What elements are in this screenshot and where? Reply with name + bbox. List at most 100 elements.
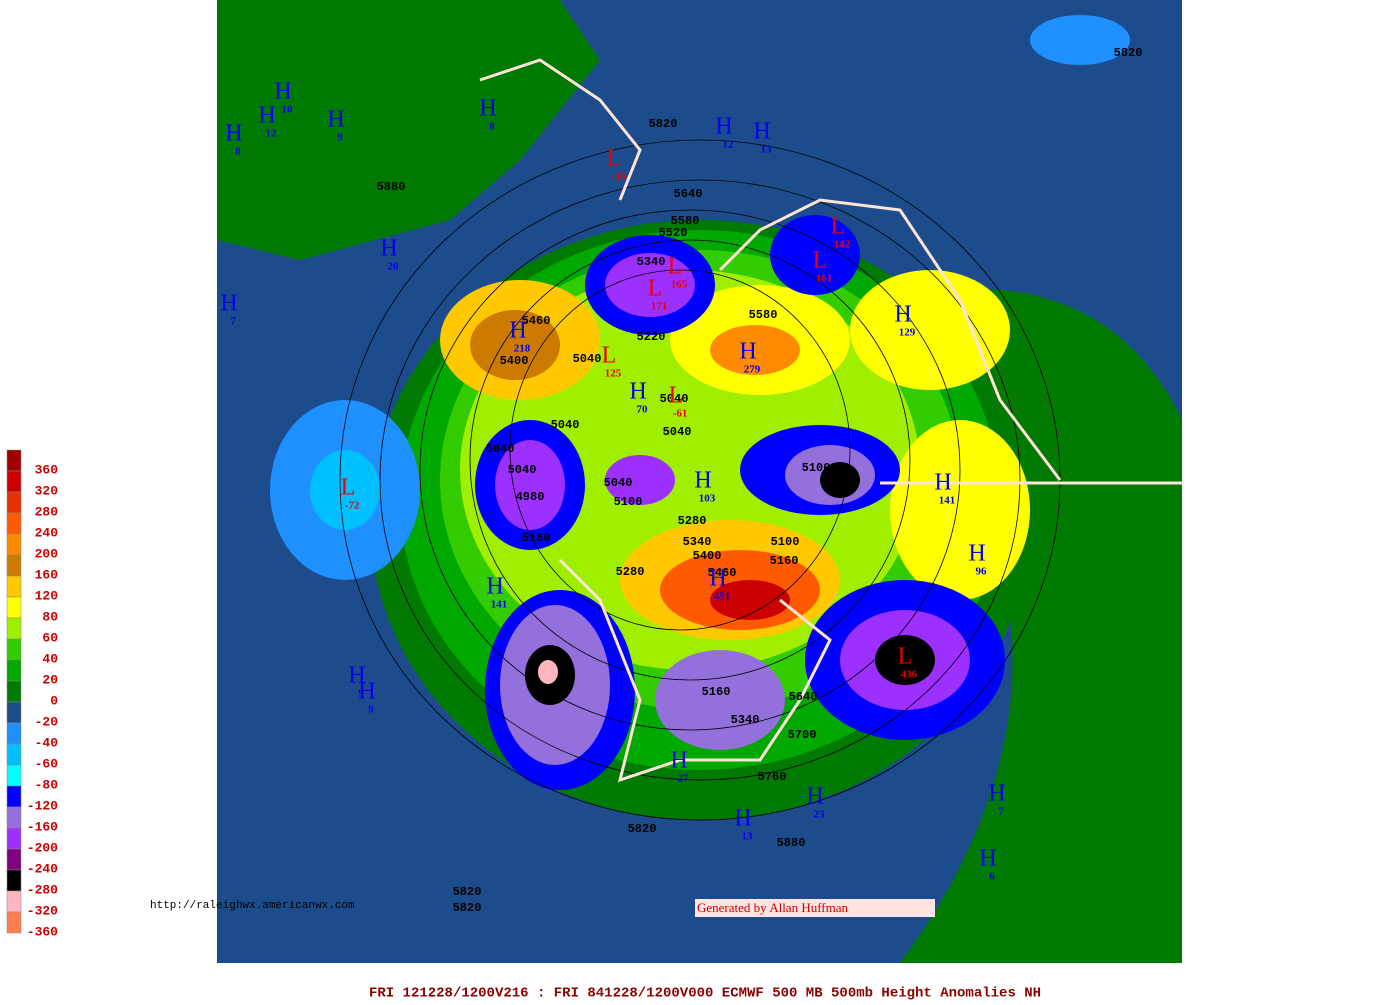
- contour-label: 5040: [663, 425, 692, 439]
- contour-label: 5160: [770, 554, 799, 568]
- legend-label: 160: [35, 567, 59, 582]
- contour-label: 5640: [674, 187, 703, 201]
- contour-label: 5340: [731, 713, 760, 727]
- anomaly-value: 9: [358, 688, 364, 700]
- legend-label: -320: [27, 903, 58, 918]
- contour-label: 5640: [789, 690, 818, 704]
- contour-label: 5880: [377, 180, 406, 194]
- anomaly-value: 10: [282, 104, 294, 116]
- pressure-center: L: [831, 214, 846, 240]
- legend-swatch: [6, 638, 22, 661]
- contour-label: 5040: [660, 392, 689, 406]
- anomaly-value: 6: [989, 871, 995, 883]
- contour-label: 5820: [1114, 46, 1143, 60]
- legend-swatch: [6, 848, 22, 871]
- contour-label: 5040: [573, 352, 602, 366]
- pressure-center: H: [894, 302, 911, 328]
- legend-swatch: [6, 680, 22, 703]
- legend-label: -40: [35, 735, 59, 750]
- legend-label: 120: [35, 588, 59, 603]
- contour-label: 5040: [486, 442, 515, 456]
- legend-swatch: [6, 659, 22, 682]
- pressure-center: H: [806, 784, 823, 810]
- contour-label: 5400: [500, 354, 529, 368]
- legend-swatch: [6, 470, 22, 493]
- anomaly-value: 451: [714, 591, 731, 603]
- legend-label: 40: [42, 651, 58, 666]
- legend-swatch: [6, 596, 22, 619]
- legend-label: -240: [27, 861, 58, 876]
- anomaly-value: 70: [637, 404, 649, 416]
- pressure-center: H: [629, 379, 646, 405]
- pressure-center: L: [602, 343, 617, 369]
- anomaly-value: 161: [816, 273, 833, 285]
- contour-label: 5820: [453, 901, 482, 915]
- pressure-center: L: [648, 276, 663, 302]
- anomaly-value: 23: [814, 809, 826, 821]
- anomaly-value: 7: [998, 806, 1004, 818]
- credit-box: [695, 899, 935, 917]
- pressure-center: H: [220, 291, 237, 317]
- anomaly-value: 142: [834, 239, 851, 251]
- anomaly-value: 171: [651, 301, 668, 313]
- pressure-center: H: [934, 470, 951, 496]
- contour-label: 5460: [708, 566, 737, 580]
- contour-label: 5820: [649, 117, 678, 131]
- legend-label: -120: [27, 798, 58, 813]
- anomaly-value: 12: [266, 128, 278, 140]
- contour-label: 5100: [802, 461, 831, 475]
- anomaly-value: 279: [744, 364, 761, 376]
- pressure-center: H: [274, 79, 291, 105]
- anomaly-value: 8: [489, 121, 495, 133]
- legend-swatch: [6, 785, 22, 808]
- legend-label: -80: [35, 777, 59, 792]
- contour-label: 5580: [749, 308, 778, 322]
- legend-label: 240: [35, 525, 59, 540]
- contour-label: 5040: [551, 418, 580, 432]
- pressure-center: L: [341, 475, 356, 501]
- contour-label: 5580: [671, 214, 700, 228]
- legend-label: 60: [42, 630, 58, 645]
- legend-label: -20: [35, 714, 59, 729]
- legend-swatch: [6, 701, 22, 724]
- pressure-center: H: [979, 846, 996, 872]
- legend-label: 360: [35, 462, 59, 477]
- contour-label: 5700: [788, 728, 817, 742]
- pressure-center: L: [898, 644, 913, 670]
- pressure-center: H: [358, 679, 375, 705]
- legend-label: -280: [27, 882, 58, 897]
- contour-label: 5880: [777, 836, 806, 850]
- anomaly-value: 436: [901, 669, 918, 681]
- contour-label: 5160: [522, 531, 551, 545]
- legend-label: 80: [42, 609, 58, 624]
- contour-label: 5820: [628, 822, 657, 836]
- contour-label: 5340: [683, 535, 712, 549]
- source-url: http://raleighwx.americanwx.com: [150, 900, 355, 912]
- contour-label: 5760: [758, 770, 787, 784]
- anomaly-value: 27: [678, 773, 690, 785]
- legend-label: 0: [50, 693, 58, 708]
- legend-swatch: [6, 806, 22, 829]
- anomaly-value: -56: [611, 171, 626, 183]
- legend-swatch: [6, 554, 22, 577]
- anomaly-value: 9: [337, 132, 343, 144]
- anomaly-value: 20: [388, 261, 400, 273]
- legend-label: -200: [27, 840, 58, 855]
- anomaly-value: 12: [723, 139, 735, 151]
- legend-swatch: [6, 890, 22, 913]
- legend-swatch: [6, 827, 22, 850]
- pressure-center: H: [715, 114, 732, 140]
- legend-swatch: [6, 764, 22, 787]
- pressure-center: H: [988, 781, 1005, 807]
- anomaly-value: 7: [230, 316, 236, 328]
- legend-swatch: [6, 575, 22, 598]
- legend-swatch: [6, 911, 22, 934]
- pressure-center: H: [968, 541, 985, 567]
- contour-label: 5460: [522, 314, 551, 328]
- anomaly-value: 8: [235, 146, 241, 158]
- legend-swatch: [6, 533, 22, 556]
- anomaly-value: 125: [605, 368, 622, 380]
- legend-label: -160: [27, 819, 58, 834]
